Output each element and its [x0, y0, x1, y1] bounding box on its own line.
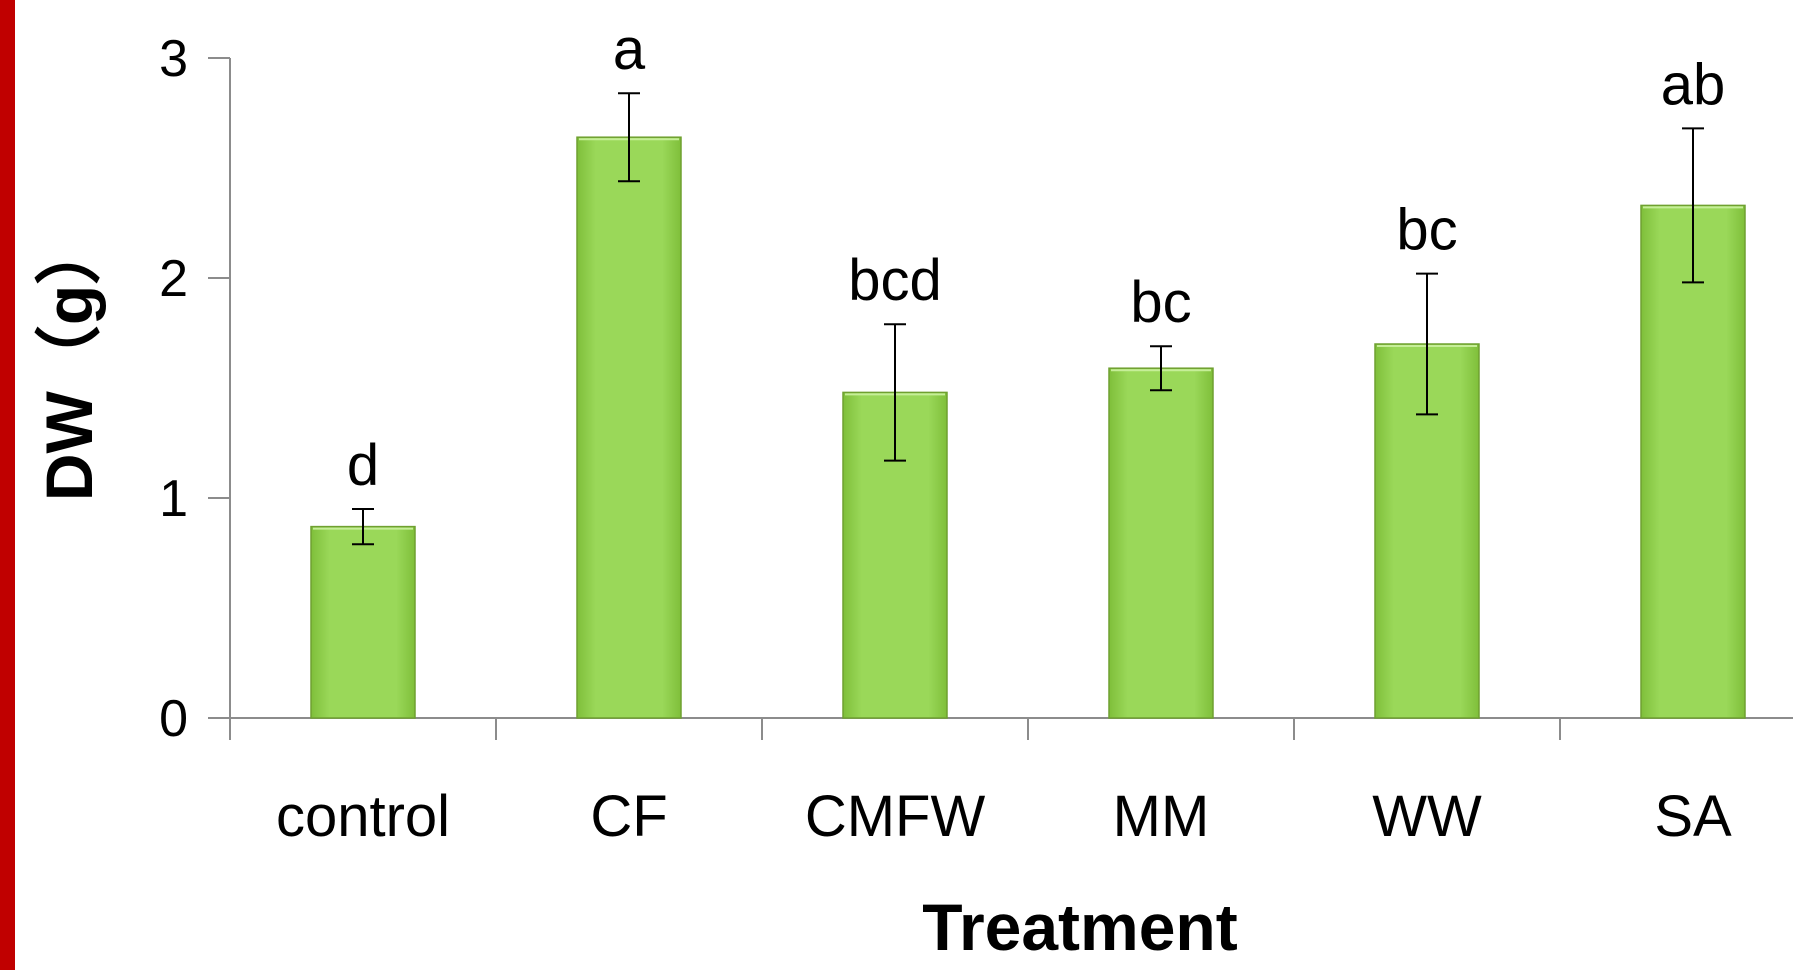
y-tick-label: 3 [159, 30, 188, 88]
x-tick-label: control [276, 784, 450, 849]
x-tick-label: CMFW [805, 784, 986, 849]
x-axis-title: Treatment [922, 890, 1237, 964]
y-axis-title: DW（g） [32, 219, 106, 501]
significance-label: a [613, 17, 646, 82]
error-bars [352, 92, 1704, 546]
left-red-border [0, 0, 15, 970]
bar-mm [1108, 367, 1214, 719]
bar-control [310, 525, 416, 719]
y-tick-label: 0 [159, 690, 188, 748]
significance-label: d [347, 433, 379, 498]
y-tick-label: 2 [159, 250, 188, 308]
labels: 0 1 2 3 d control a CF bcd CMFW bc MM bc WW ab SA [159, 17, 1732, 849]
y-tick-label: 1 [159, 470, 188, 528]
x-tick-label: MM [1113, 784, 1210, 849]
significance-label: bcd [848, 248, 942, 313]
bar-cf [576, 136, 682, 719]
x-tick-label: WW [1372, 784, 1482, 849]
significance-label: bc [1130, 270, 1191, 335]
significance-label: bc [1396, 198, 1457, 263]
x-tick-label: SA [1654, 784, 1732, 849]
bar-sa [1640, 204, 1746, 719]
significance-label: ab [1661, 52, 1726, 117]
x-tick-label: CF [590, 784, 667, 849]
axes [208, 57, 1793, 740]
bars [310, 136, 1746, 719]
